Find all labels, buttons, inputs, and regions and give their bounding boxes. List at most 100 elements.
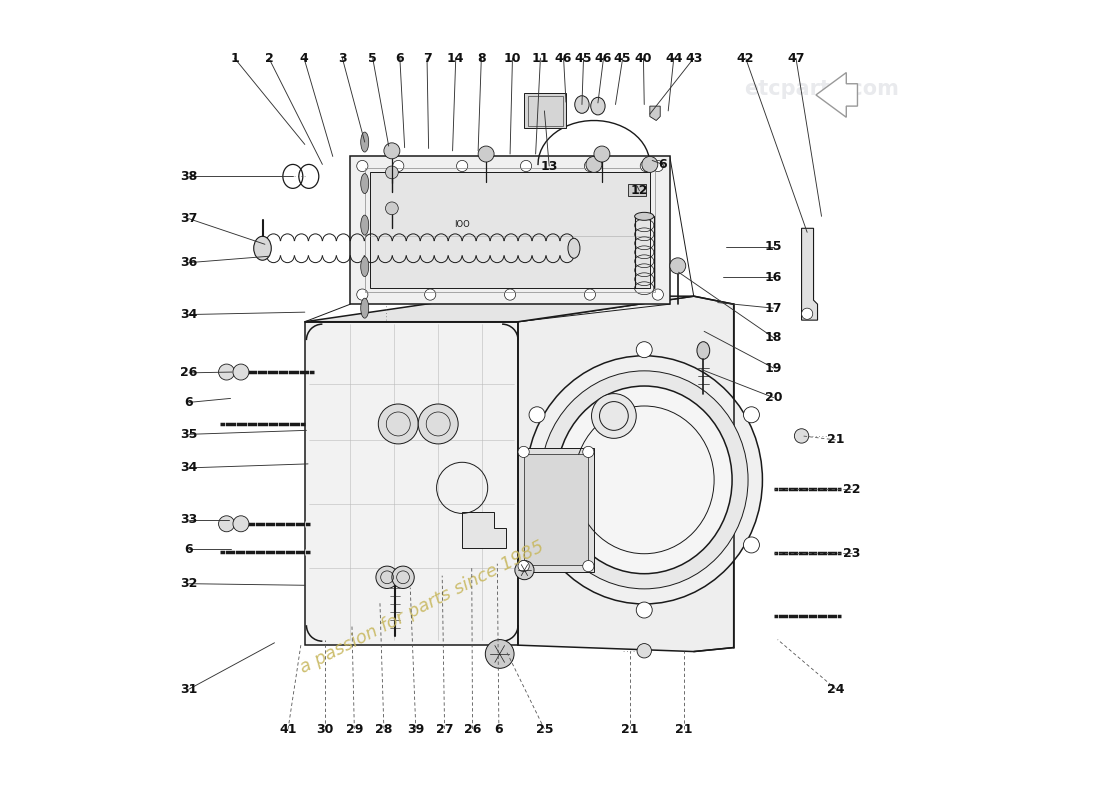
- Circle shape: [356, 289, 367, 300]
- Text: 41: 41: [279, 722, 297, 735]
- Polygon shape: [462, 512, 506, 548]
- Circle shape: [376, 566, 398, 589]
- Text: 3: 3: [338, 52, 346, 65]
- Ellipse shape: [254, 236, 272, 260]
- Polygon shape: [650, 106, 660, 121]
- Text: 11: 11: [531, 52, 549, 65]
- Text: 28: 28: [375, 722, 393, 735]
- Circle shape: [233, 364, 249, 380]
- Polygon shape: [305, 296, 694, 322]
- Polygon shape: [518, 448, 594, 572]
- Circle shape: [584, 289, 595, 300]
- Circle shape: [794, 429, 808, 443]
- Ellipse shape: [697, 342, 710, 359]
- Polygon shape: [802, 228, 817, 320]
- Text: 26: 26: [464, 722, 481, 735]
- Text: 42: 42: [737, 52, 755, 65]
- Circle shape: [418, 404, 459, 444]
- Circle shape: [636, 602, 652, 618]
- Text: 6: 6: [495, 722, 503, 735]
- Polygon shape: [628, 184, 646, 196]
- Text: 16: 16: [764, 270, 782, 283]
- Circle shape: [233, 516, 249, 532]
- Polygon shape: [305, 322, 518, 645]
- Circle shape: [584, 161, 595, 171]
- Circle shape: [378, 404, 418, 444]
- Circle shape: [515, 561, 534, 580]
- Text: 32: 32: [180, 577, 198, 590]
- Text: 26: 26: [180, 366, 198, 379]
- Circle shape: [485, 639, 514, 668]
- Text: 29: 29: [345, 722, 363, 735]
- Text: 47: 47: [788, 52, 805, 65]
- Text: 10: 10: [504, 52, 521, 65]
- Circle shape: [518, 446, 529, 458]
- Text: 21: 21: [675, 722, 693, 735]
- Ellipse shape: [526, 356, 762, 604]
- Circle shape: [425, 289, 436, 300]
- Circle shape: [356, 161, 367, 171]
- Text: 20: 20: [764, 391, 782, 404]
- Ellipse shape: [635, 212, 653, 220]
- Circle shape: [393, 161, 404, 171]
- Text: a passion for parts since 1985: a passion for parts since 1985: [297, 538, 548, 678]
- Circle shape: [636, 342, 652, 358]
- Circle shape: [744, 406, 759, 422]
- Circle shape: [529, 537, 544, 553]
- Ellipse shape: [575, 96, 590, 114]
- Ellipse shape: [361, 215, 368, 235]
- Circle shape: [652, 289, 663, 300]
- Text: 34: 34: [180, 308, 198, 321]
- Text: 15: 15: [764, 240, 782, 253]
- Text: etcparts.com: etcparts.com: [744, 78, 899, 98]
- Circle shape: [219, 516, 234, 532]
- Circle shape: [219, 364, 234, 380]
- Text: 18: 18: [764, 331, 782, 344]
- Circle shape: [802, 308, 813, 319]
- Text: 23: 23: [844, 547, 860, 560]
- Circle shape: [529, 406, 544, 422]
- Text: 17: 17: [764, 302, 782, 314]
- Text: 39: 39: [407, 722, 425, 735]
- Text: 43: 43: [685, 52, 703, 65]
- Circle shape: [586, 157, 602, 172]
- Polygon shape: [525, 93, 566, 129]
- Text: 12: 12: [630, 184, 648, 198]
- Text: 34: 34: [180, 462, 198, 474]
- Polygon shape: [371, 172, 650, 288]
- Circle shape: [385, 202, 398, 214]
- Text: 33: 33: [180, 514, 198, 526]
- Text: 6: 6: [658, 158, 667, 171]
- Text: 6: 6: [396, 52, 404, 65]
- Text: 24: 24: [827, 682, 845, 695]
- Polygon shape: [518, 296, 734, 651]
- Text: 19: 19: [764, 362, 782, 374]
- Ellipse shape: [361, 174, 368, 194]
- Circle shape: [652, 161, 663, 171]
- Ellipse shape: [591, 98, 605, 115]
- Text: 30: 30: [316, 722, 333, 735]
- Text: 4: 4: [299, 52, 308, 65]
- Circle shape: [670, 258, 685, 274]
- Text: 2: 2: [264, 52, 273, 65]
- Text: 14: 14: [447, 52, 464, 65]
- Text: 25: 25: [536, 722, 553, 735]
- Text: 46: 46: [554, 52, 572, 65]
- Circle shape: [592, 394, 636, 438]
- Text: IOO: IOO: [454, 220, 470, 229]
- Text: 27: 27: [436, 722, 453, 735]
- Text: 8: 8: [477, 52, 485, 65]
- Circle shape: [385, 166, 398, 178]
- Text: 35: 35: [180, 428, 198, 441]
- Text: 31: 31: [180, 682, 198, 695]
- Circle shape: [392, 566, 415, 589]
- Text: 46: 46: [595, 52, 613, 65]
- Ellipse shape: [361, 132, 368, 152]
- Text: 13: 13: [540, 159, 558, 173]
- Circle shape: [384, 143, 400, 159]
- Ellipse shape: [557, 386, 733, 574]
- Text: 21: 21: [621, 722, 639, 735]
- Text: 37: 37: [180, 212, 198, 226]
- Text: 44: 44: [666, 52, 682, 65]
- Circle shape: [641, 157, 658, 172]
